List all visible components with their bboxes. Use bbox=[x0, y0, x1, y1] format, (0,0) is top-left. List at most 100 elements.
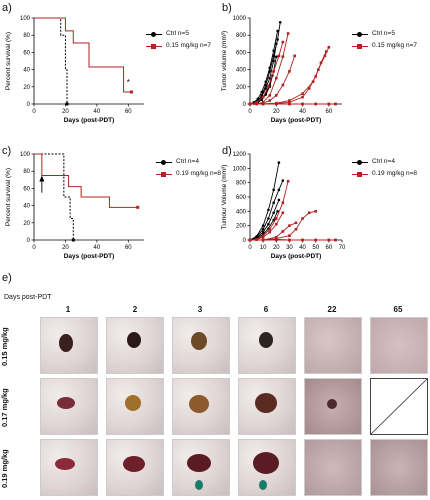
x-tick-label: 70 bbox=[339, 245, 346, 251]
legend-c: Ctrl n=4 0.19 mg/kg n=8 bbox=[156, 156, 221, 180]
row-label-0-19: 0.19 mg/kg bbox=[0, 449, 9, 489]
data-point bbox=[281, 179, 285, 182]
legend-marker bbox=[146, 42, 162, 50]
tumor-spot bbox=[55, 458, 75, 470]
legend-label: 0.15 mg/kg n=7 bbox=[166, 42, 211, 49]
x-tick-label: 40 bbox=[299, 245, 306, 251]
y-axis-label: Percent survival (%) bbox=[5, 168, 12, 226]
series-line-0 bbox=[34, 153, 74, 240]
legend-marker bbox=[146, 30, 162, 38]
data-point bbox=[276, 210, 279, 213]
photo-0-17-day-3 bbox=[172, 378, 230, 435]
legend-a-ctrl: Ctrl n=5 bbox=[146, 28, 211, 40]
data-point bbox=[314, 210, 318, 213]
data-point bbox=[307, 87, 311, 90]
x-tick-label: 40 bbox=[94, 109, 101, 115]
legend-a: Ctrl n=5 0.15 mg/kg n=7 bbox=[146, 28, 211, 52]
data-point bbox=[301, 102, 304, 106]
significance-asterisk: * bbox=[127, 78, 130, 87]
legend-label: Ctrl n=4 bbox=[176, 158, 199, 165]
y-tick-label: 0 bbox=[27, 102, 31, 108]
data-point bbox=[255, 100, 258, 104]
data-point bbox=[261, 227, 265, 231]
legend-marker bbox=[156, 170, 172, 178]
data-point bbox=[288, 70, 291, 73]
column-day-6: 6 bbox=[263, 305, 269, 314]
legend-c-treated: 0.19 mg/kg n=8 bbox=[156, 168, 221, 180]
data-point bbox=[327, 45, 331, 49]
tumor-spot bbox=[253, 452, 279, 474]
data-point bbox=[301, 92, 304, 95]
data-point bbox=[274, 102, 278, 105]
photo-0-19-day-65 bbox=[370, 439, 428, 496]
days-post-pdt-label: Days post-PDT bbox=[4, 294, 52, 301]
y-tick-label: 400 bbox=[236, 68, 247, 74]
data-point bbox=[274, 222, 278, 226]
data-point bbox=[267, 217, 270, 220]
data-point bbox=[274, 94, 278, 97]
arrow-head bbox=[39, 175, 45, 182]
photo-0-19-day-1 bbox=[40, 439, 98, 496]
tumor-spot bbox=[127, 332, 141, 348]
y-tick-label: 20 bbox=[23, 85, 30, 91]
column-day-22: 22 bbox=[327, 305, 337, 314]
x-tick-label: 60 bbox=[125, 109, 132, 115]
row-label-0-15: 0.15 mg/kg bbox=[0, 327, 9, 367]
y-axis-label: Percent survival (%) bbox=[5, 32, 12, 90]
y-tick-label: 60 bbox=[23, 186, 30, 192]
empty-diagonal bbox=[371, 379, 427, 434]
legend-b: Ctrl n=5 0.15 mg/kg n=7 bbox=[352, 28, 417, 52]
data-point bbox=[301, 238, 304, 242]
data-point bbox=[274, 42, 278, 46]
photo-0-19-day-6 bbox=[238, 439, 296, 496]
chart-d-tumour-volume: 0 10 20 30 40 50 60 70 0 200 400 600 800 1000 1200 Days… bbox=[221, 152, 346, 260]
x-axis-label: Days (post-PDT) bbox=[64, 253, 115, 260]
legend-d-treated: 0.19 mg/kg n=8 bbox=[352, 168, 417, 180]
y-axis-label: Tumor volume (mm³) bbox=[221, 31, 228, 91]
data-point bbox=[281, 40, 285, 44]
data-point bbox=[261, 235, 265, 239]
data-point bbox=[288, 102, 291, 106]
panel-label-d: d) bbox=[222, 145, 232, 157]
data-point bbox=[293, 54, 296, 58]
x-tick-label: 20 bbox=[273, 109, 280, 115]
data-point bbox=[301, 95, 304, 99]
data-point bbox=[334, 102, 337, 106]
series-line-7 bbox=[250, 55, 296, 105]
y-tick-label: 200 bbox=[236, 224, 247, 230]
photo-0-15-day-6 bbox=[238, 317, 296, 374]
censor-mark bbox=[136, 205, 140, 209]
data-point bbox=[272, 188, 275, 192]
x-tick-label: 0 bbox=[32, 245, 36, 251]
y-tick-label: 600 bbox=[236, 195, 247, 201]
legend-label: Ctrl n=5 bbox=[372, 30, 395, 37]
photo-0-17-day-65-empty bbox=[370, 378, 428, 435]
x-tick-label: 10 bbox=[260, 245, 267, 251]
legend-marker bbox=[156, 158, 172, 166]
legend-b-treated: 0.15 mg/kg n=7 bbox=[352, 40, 417, 52]
data-point bbox=[268, 227, 272, 231]
x-tick-label: 0 bbox=[32, 109, 36, 115]
photo-0-15-day-22 bbox=[304, 317, 362, 374]
legend-label: 0.19 mg/kg n=8 bbox=[372, 170, 417, 177]
x-tick-label: 20 bbox=[62, 245, 69, 251]
x-axis-label: Days (post-PDT) bbox=[271, 253, 322, 260]
data-point bbox=[268, 66, 272, 70]
data-point bbox=[319, 61, 323, 65]
data-point bbox=[277, 188, 281, 192]
x-tick-label: 30 bbox=[286, 245, 293, 251]
data-point bbox=[324, 50, 328, 53]
series-line-6 bbox=[250, 210, 316, 241]
ear-tag bbox=[195, 480, 203, 490]
data-point bbox=[311, 80, 315, 83]
data-point bbox=[267, 222, 270, 226]
y-tick-label: 800 bbox=[236, 181, 247, 187]
tumor-spot bbox=[189, 395, 209, 413]
data-point bbox=[261, 234, 265, 237]
row-label-0-17: 0.17 mg/kg bbox=[0, 388, 9, 428]
legend-c-ctrl: Ctrl n=4 bbox=[156, 156, 221, 168]
tumor-spot bbox=[57, 397, 75, 409]
y-tick-label: 40 bbox=[23, 204, 30, 210]
censor-mark bbox=[71, 238, 75, 242]
